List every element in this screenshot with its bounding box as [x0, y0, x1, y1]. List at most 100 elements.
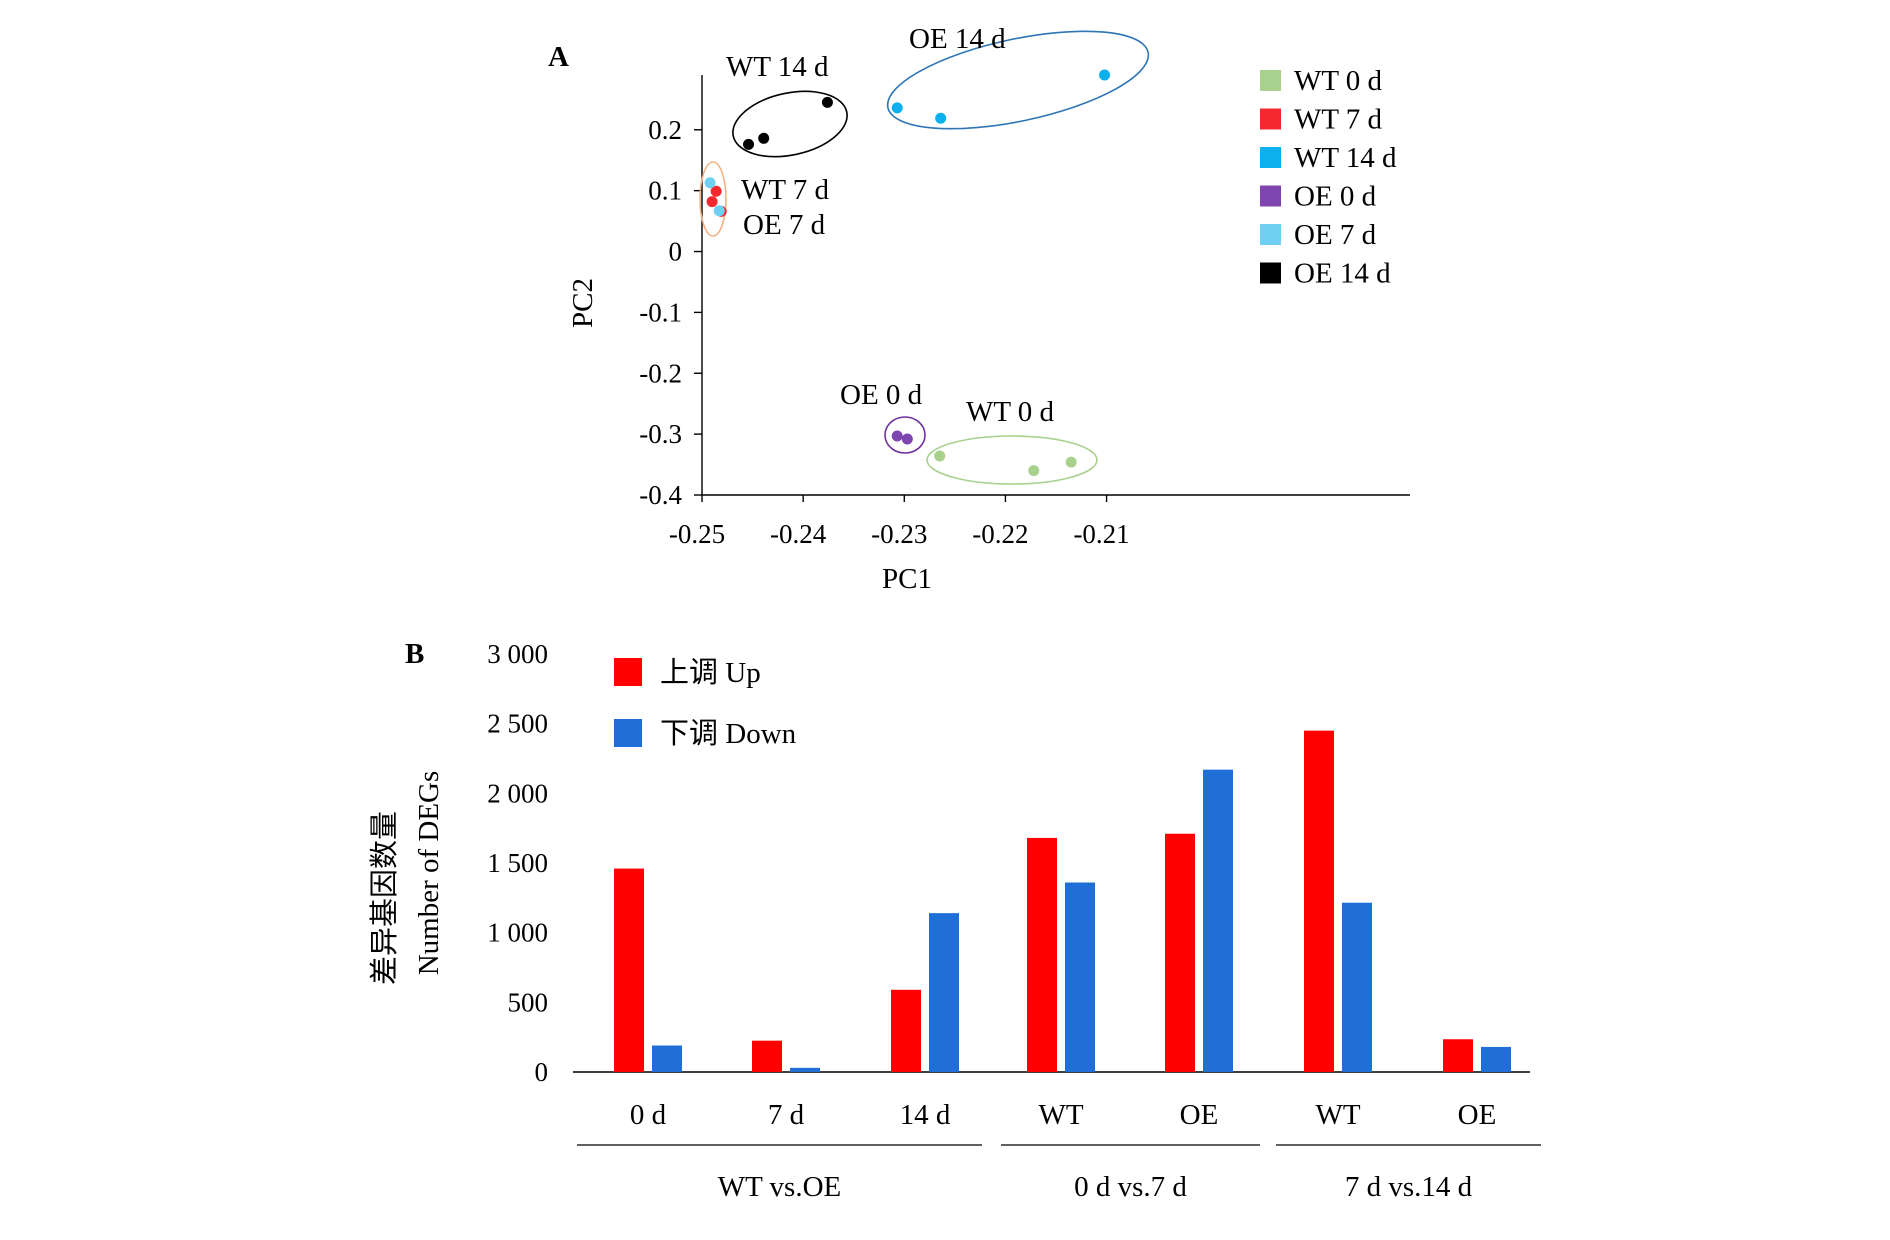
bar-up	[614, 868, 644, 1072]
cluster-label-oe-7d: OE 7 d	[743, 209, 826, 241]
cluster-label-wt-14d: WT 14 d	[726, 51, 829, 83]
point-oe-7-d	[704, 177, 716, 189]
bar-down	[652, 1045, 682, 1072]
cluster-ellipse-wt-0d	[926, 435, 1098, 485]
bar-x-tick-label: OE	[1458, 1099, 1497, 1131]
bar-group-labels: WT vs.OE 0 d vs.7 d 7 d vs.14 d	[577, 1144, 1541, 1203]
panel-a: A 0.20.10-0.1-0.2-0.3-0.4 -0.25 -0.24 -0.2…	[548, 23, 1410, 595]
pca-y-tick-label: -0.3	[639, 419, 682, 449]
bar-x-tick-label: WT	[1038, 1099, 1083, 1131]
bar-x-tick-label: 14 d	[900, 1099, 951, 1131]
bar-series	[614, 730, 1511, 1072]
bar-y-tick-label: 1 500	[487, 848, 548, 878]
bar-x-tick-labels: 0 d 7 d 14 d WT OE WT OE	[630, 1099, 1496, 1131]
legend-swatch-wt-0-d	[1260, 70, 1281, 91]
bar-down	[1342, 902, 1372, 1072]
bar-x-tick-label: 7 d	[768, 1099, 805, 1131]
bar-legend-swatch-up	[614, 658, 642, 686]
bar-legend-swatch-down	[614, 719, 642, 747]
deg-bar-chart: 0 500 1 000 1 500 2 000 2 500 3 000 0 d 7 d 14 d…	[368, 639, 1541, 1203]
pca-y-tick-label: 0	[669, 237, 683, 267]
bar-legend-label-down: 下调 Down	[660, 718, 797, 750]
cluster-label-oe-14d: OE 14 d	[909, 23, 1006, 55]
point-oe-0-d	[891, 430, 903, 442]
pca-x-tick-label: -0.21	[1073, 519, 1129, 549]
point-wt-0-d	[1065, 456, 1077, 468]
pca-x-tick-label: -0.24	[770, 519, 827, 549]
pca-x-axis-title: PC1	[882, 563, 932, 595]
pca-legend: WT 0 d WT 7 d WT 14 d OE 0 d OE 7 d OE 14 d	[1260, 65, 1397, 290]
legend-label-wt-7-d: WT 7 d	[1294, 104, 1383, 136]
pca-x-tick-label: -0.22	[972, 519, 1028, 549]
panel-b: B 0 500 1 000 1 500 2 000 2 500 3 000 0 d 7 d 14…	[368, 638, 1541, 1203]
legend-label-oe-14-d: OE 14 d	[1294, 258, 1391, 290]
pca-y-axis-title: PC2	[567, 278, 599, 328]
point-wt-14-d	[1099, 69, 1111, 81]
cluster-label-wt-0d: WT 0 d	[966, 396, 1055, 428]
bar-up	[1443, 1039, 1473, 1072]
cluster-ellipse-wt-oe-7d	[699, 161, 727, 237]
legend-label-wt-0-d: WT 0 d	[1294, 65, 1383, 97]
bar-down	[790, 1067, 820, 1072]
point-oe-14-d	[743, 138, 755, 150]
pca-plot: 0.20.10-0.1-0.2-0.3-0.4 -0.25 -0.24 -0.23-…	[567, 23, 1410, 595]
pca-y-ticks: 0.2 0.1 0 -0.1 -0.2 -0.3 -0.4	[639, 115, 702, 510]
pca-y-tick-label: -0.2	[639, 358, 682, 388]
pca-y-tick-label: -0.1	[639, 297, 682, 327]
bar-up	[1165, 833, 1195, 1072]
bar-y-ticks: 0 500 1 000 1 500 2 000 2 500 3 000	[487, 639, 548, 1087]
legend-swatch-oe-14-d	[1260, 262, 1281, 284]
panel-b-label: B	[405, 638, 424, 670]
bar-x-tick-label: OE	[1180, 1099, 1219, 1131]
legend-swatch-oe-7-d	[1260, 224, 1281, 245]
bar-y-tick-label: 1 000	[487, 918, 548, 948]
bar-down	[1203, 769, 1233, 1072]
legend-swatch-oe-0-d	[1260, 185, 1281, 207]
point-wt-7-d	[706, 196, 718, 208]
bar-legend-label-up: 上调 Up	[660, 657, 761, 689]
point-wt-0-d	[934, 450, 946, 462]
legend-label-wt-14-d: WT 14 d	[1294, 142, 1397, 174]
bar-up	[891, 989, 921, 1072]
pca-y-tick-label: 0.2	[648, 115, 682, 145]
point-wt-0-d	[1028, 465, 1040, 477]
point-oe-0-d	[901, 433, 913, 445]
cluster-ellipse-oe-0d	[884, 416, 926, 454]
point-oe-14-d	[821, 96, 833, 108]
point-wt-14-d	[935, 112, 947, 124]
cluster-ellipse-wt-14d	[732, 90, 848, 158]
bar-down	[1481, 1046, 1511, 1072]
cluster-label-oe-0d: OE 0 d	[840, 379, 923, 411]
pca-x-tick-label: -0.25	[669, 519, 725, 549]
legend-swatch-wt-7-d	[1260, 108, 1281, 130]
legend-swatch-wt-14-d	[1260, 147, 1281, 168]
bar-y-tick-label: 2 500	[487, 709, 548, 739]
cluster-label-wt-7d: WT 7 d	[741, 174, 830, 206]
bar-group-label: 0 d vs.7 d	[1074, 1171, 1187, 1203]
bar-y-tick-label: 3 000	[487, 639, 548, 669]
bar-up	[1304, 730, 1334, 1072]
bar-down	[929, 913, 959, 1072]
legend-label-oe-0-d: OE 0 d	[1294, 181, 1377, 213]
bar-x-tick-label: WT	[1315, 1099, 1360, 1131]
pca-points	[704, 69, 1111, 477]
pca-y-tick-label: 0.1	[648, 176, 682, 206]
bar-legend: 上调 Up 下调 Down	[614, 657, 797, 750]
bar-y-tick-label: 0	[535, 1057, 549, 1087]
bar-y-tick-label: 2 000	[487, 778, 548, 808]
bar-up	[1027, 837, 1057, 1072]
legend-label-oe-7-d: OE 7 d	[1294, 219, 1377, 251]
panel-a-label: A	[548, 41, 569, 73]
point-oe-7-d	[713, 205, 725, 217]
bar-y-axis-title-cn: 差异基因数量	[368, 811, 401, 985]
pca-x-tick-label: -0.23	[871, 519, 927, 549]
bar-up	[752, 1040, 782, 1072]
pca-x-ticks: -0.25 -0.24 -0.23 -0.22 -0.21	[669, 495, 1130, 549]
bar-y-tick-label: 500	[508, 987, 549, 1017]
point-wt-7-d	[710, 185, 722, 197]
bar-y-axis-title-en: Number of DEGs	[413, 771, 445, 976]
bar-down	[1065, 882, 1095, 1072]
bar-group-label: WT vs.OE	[718, 1171, 842, 1203]
pca-y-tick-label: -0.4	[639, 480, 682, 510]
